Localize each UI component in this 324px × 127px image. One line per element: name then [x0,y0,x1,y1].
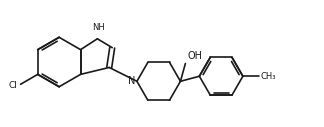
Text: OH: OH [187,51,202,61]
Text: N: N [128,76,136,86]
Text: CH₃: CH₃ [261,72,276,81]
Text: NH: NH [92,23,105,32]
Text: Cl: Cl [9,81,17,90]
